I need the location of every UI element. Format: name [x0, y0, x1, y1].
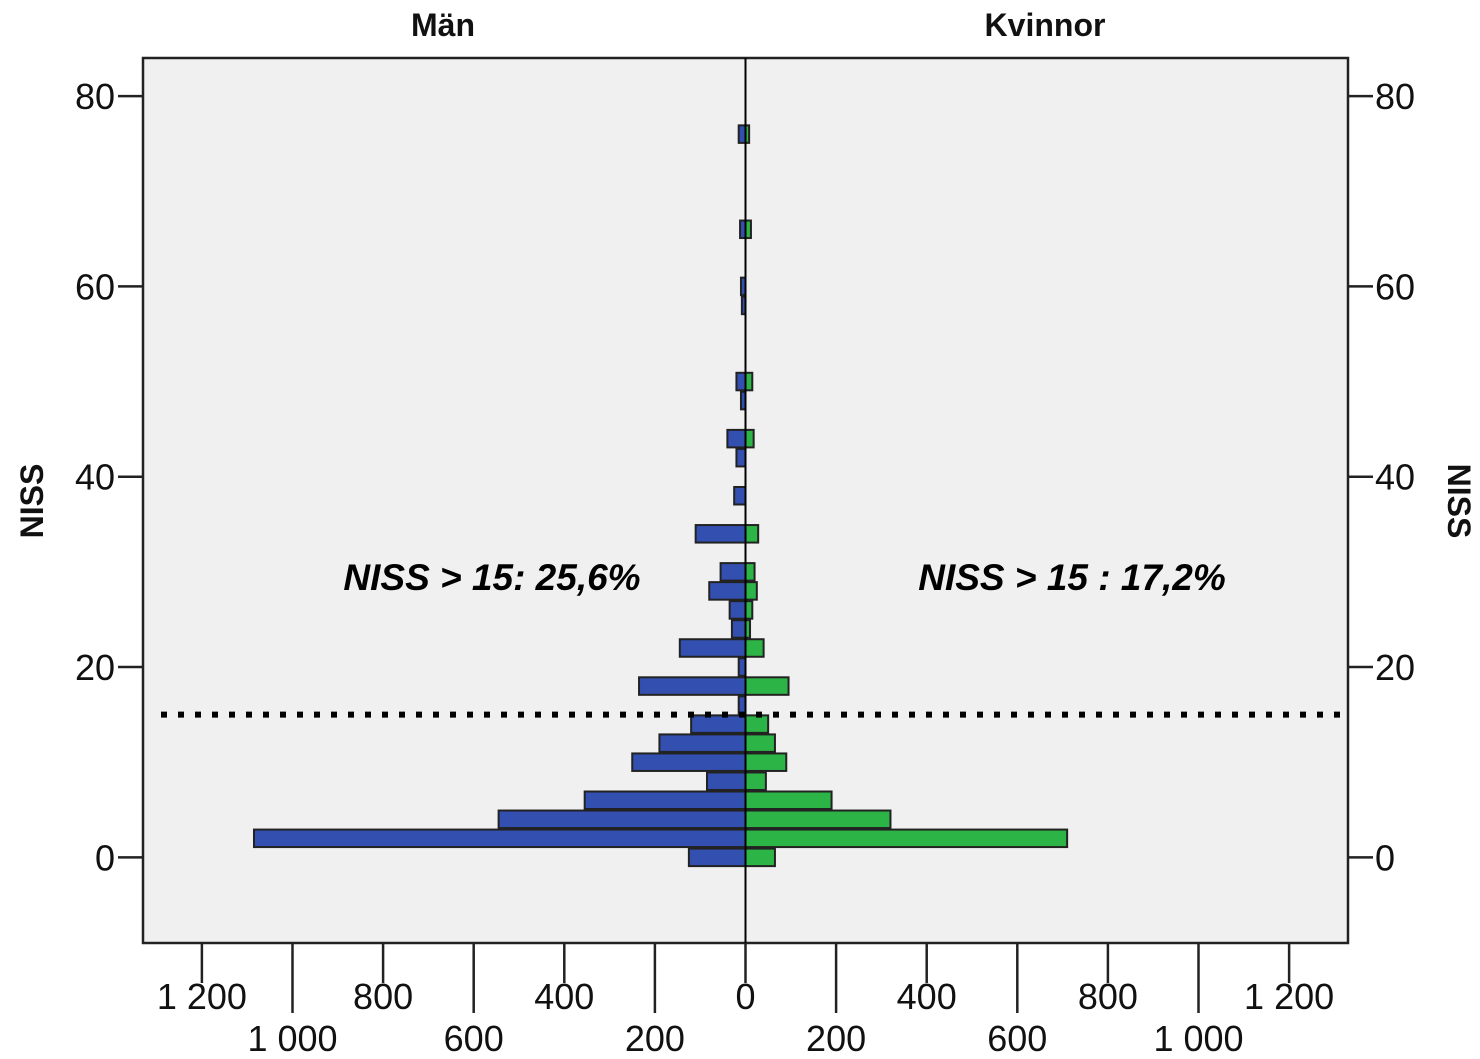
y-tick-label-left-20: 20: [75, 647, 115, 688]
male-bar-niss-50: [735, 371, 747, 392]
male-bar-niss-14: [690, 714, 747, 734]
x-tick-label-bottom-1: 600: [444, 1018, 504, 1059]
male-bar-niss-10: [631, 752, 747, 772]
female-bar-niss-4: [744, 809, 892, 830]
x-tick-label-bottom-5: 1 000: [1153, 1018, 1243, 1059]
y-tick-label-right-80: 80: [1375, 76, 1415, 117]
male-bar-niss-6: [583, 790, 747, 811]
y-axis-right: 0 20 40 60 80: [1348, 76, 1415, 878]
male-bar-niss-4: [497, 809, 747, 830]
panel-title-right: Kvinnor: [985, 7, 1106, 43]
male-bar-niss-12: [658, 733, 747, 753]
female-bar-niss-14: [744, 714, 770, 734]
female-bar-niss-44: [744, 428, 755, 449]
female-bar-niss-6: [744, 790, 833, 811]
male-bar-niss-26: [728, 600, 747, 620]
male-bar-niss-20: [737, 657, 747, 677]
female-bar-niss-10: [744, 752, 788, 772]
female-bar-niss-2: [744, 828, 1069, 849]
male-bar-niss-16: [737, 695, 747, 715]
male-bar-niss-44: [726, 428, 747, 449]
female-bar-niss-30: [744, 562, 756, 582]
female-bar-niss-22: [744, 638, 765, 658]
x-tick-label-top-2: 400: [534, 976, 594, 1017]
y-tick-label-right-60: 60: [1375, 266, 1415, 307]
male-bar-niss-42: [735, 447, 747, 468]
annotation-right: NISS > 15 : 17,2%: [918, 557, 1225, 598]
x-tick-label-top-6: 1 200: [1244, 976, 1334, 1017]
male-bar-niss-22: [678, 638, 747, 658]
panel-title-left: Män: [411, 7, 475, 43]
y-tick-label-left-80: 80: [75, 76, 115, 117]
x-tick-label-top-1: 800: [353, 976, 413, 1017]
male-bar-niss-30: [719, 562, 747, 582]
x-tick-label-bottom-0: 1 000: [247, 1018, 337, 1059]
female-bar-niss-8: [744, 771, 767, 791]
annotation-left: NISS > 15: 25,6%: [343, 557, 640, 598]
male-bar-niss-76: [737, 124, 747, 144]
male-bar-niss-24: [730, 619, 747, 639]
female-bar-niss-28: [744, 581, 758, 601]
y-tick-label-right-0: 0: [1375, 837, 1395, 878]
y-axis-label-right: NISS: [1441, 464, 1477, 539]
x-tick-label-top-4: 400: [897, 976, 957, 1017]
y-axis-left: 0 20 40 60 80: [75, 76, 143, 878]
x-tick-label-bottom-4: 600: [987, 1018, 1047, 1059]
male-bar-niss-8: [705, 771, 747, 791]
male-bar-niss-28: [708, 581, 747, 601]
female-bar-niss-18: [744, 676, 790, 696]
overlay: [161, 58, 1348, 943]
x-tick-label-top-5: 800: [1078, 976, 1138, 1017]
female-bar-niss-26: [744, 600, 754, 620]
x-tick-label-bottom-3: 200: [806, 1018, 866, 1059]
x-tick-label-top-0: 1 200: [157, 976, 247, 1017]
male-bar-niss-0: [687, 847, 747, 868]
female-bar-niss-50: [744, 371, 754, 392]
y-tick-label-right-40: 40: [1375, 457, 1415, 498]
male-bar-niss-38: [733, 485, 747, 506]
y-axis-label-left: NISS: [14, 464, 50, 539]
y-tick-label-right-20: 20: [1375, 647, 1415, 688]
y-tick-label-left-40: 40: [75, 457, 115, 498]
x-tick-label-bottom-2: 200: [625, 1018, 685, 1059]
male-bar-niss-18: [638, 676, 747, 696]
male-bar-niss-2: [252, 828, 747, 849]
male-bar-niss-34: [694, 524, 747, 544]
female-bar-niss-34: [744, 524, 760, 544]
female-bar-niss-0: [744, 847, 776, 868]
x-tick-label-top-3: 0: [735, 976, 755, 1017]
y-tick-label-left-60: 60: [75, 266, 115, 307]
female-bar-niss-12: [744, 733, 776, 753]
y-tick-label-left-0: 0: [95, 837, 115, 878]
